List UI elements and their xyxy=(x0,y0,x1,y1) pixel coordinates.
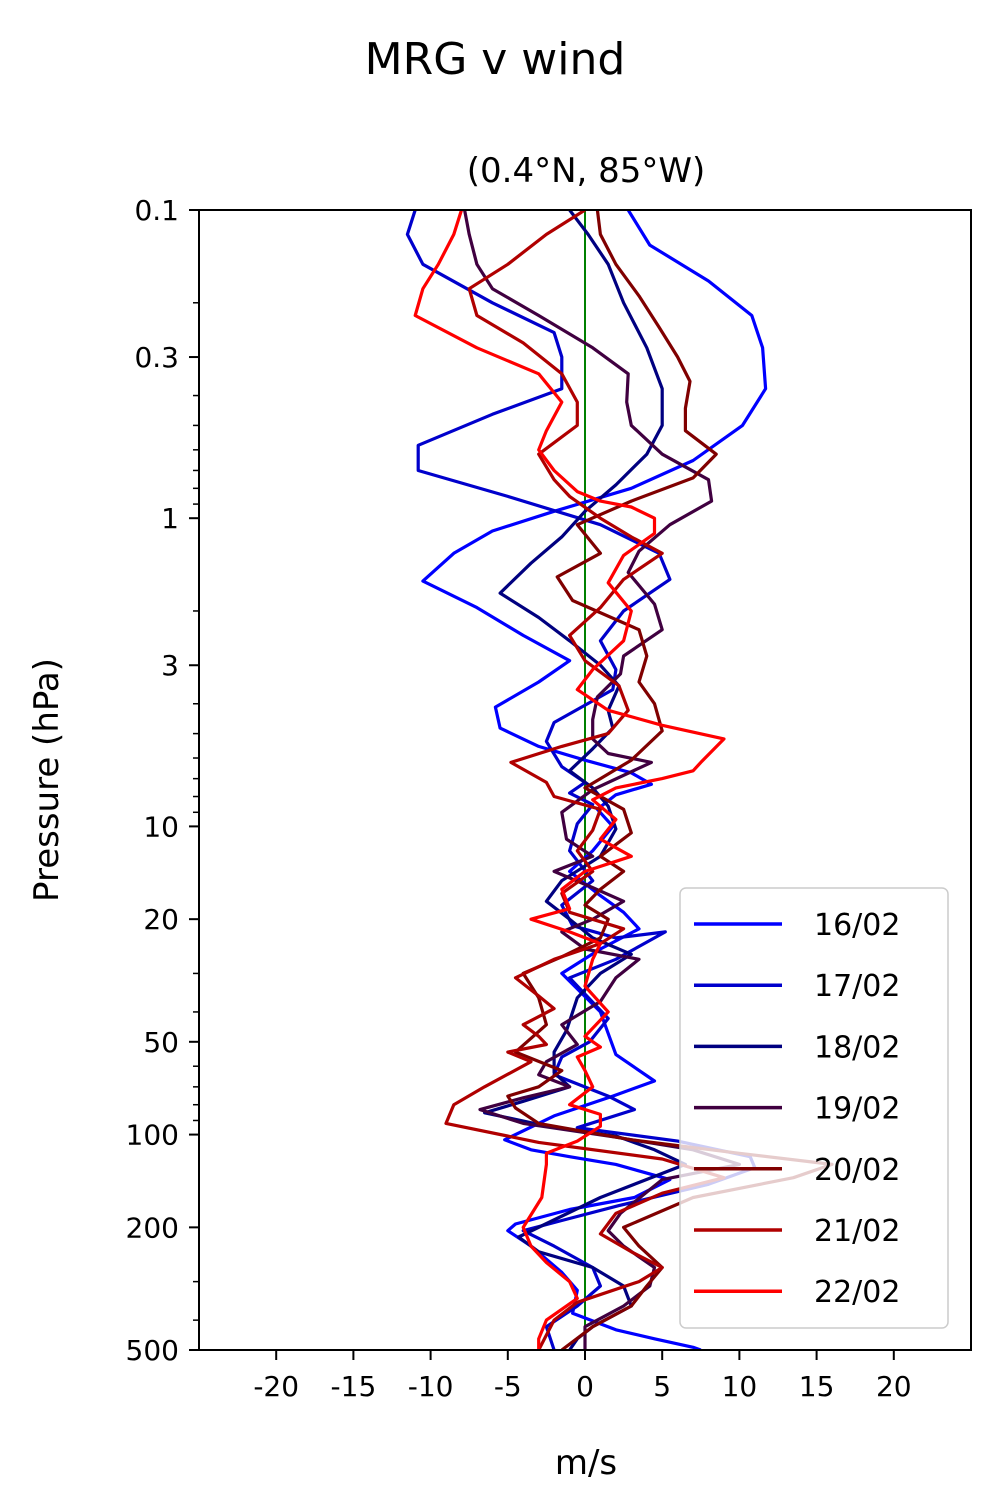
series-layer xyxy=(405,210,834,1350)
legend-label: 16/02 xyxy=(814,908,900,943)
legend-label: 19/02 xyxy=(814,1092,900,1127)
x-tick-label: -5 xyxy=(494,1370,522,1403)
y-tick-label: 1 xyxy=(161,502,179,535)
chart-title: (0.4°N, 85°W) xyxy=(467,151,706,191)
y-tick-label: 0.3 xyxy=(134,341,179,374)
x-tick-label: 15 xyxy=(799,1370,835,1403)
legend-label: 17/02 xyxy=(814,969,900,1004)
y-tick-label: 500 xyxy=(126,1334,179,1367)
x-tick-label: 5 xyxy=(653,1370,671,1403)
x-tick-label: -15 xyxy=(331,1370,377,1403)
x-tick-label: 0 xyxy=(576,1370,594,1403)
y-tick-label: 3 xyxy=(161,649,179,682)
x-tick-label: -20 xyxy=(253,1370,299,1403)
y-tick-label: 50 xyxy=(143,1026,179,1059)
legend: 16/02 17/02 18/02 19/02 20/02 21/02 22/02 xyxy=(679,887,949,1329)
legend-label: 22/02 xyxy=(814,1275,900,1310)
x-axis-label: m/s xyxy=(555,1443,617,1483)
legend-box xyxy=(679,887,949,1329)
x-tick-label: 20 xyxy=(876,1370,912,1403)
tick-layer: -20 -15 -10 -5 0 5 10 15 20 0.1 0.3 1 3 10 20 50 100 200 5… xyxy=(126,194,912,1403)
y-tick-label: 200 xyxy=(126,1211,179,1244)
series-line-18-02 xyxy=(483,210,688,1350)
legend-label: 18/02 xyxy=(814,1030,900,1065)
legend-label: 21/02 xyxy=(814,1214,900,1249)
y-tick-label: 10 xyxy=(143,810,179,843)
figure-title: MRG v wind xyxy=(365,34,626,85)
y-axis-label: Pressure (hPa) xyxy=(27,658,67,902)
y-tick-label: 20 xyxy=(143,903,179,936)
y-tick-label: 0.1 xyxy=(134,194,179,227)
series-line-22-02 xyxy=(413,210,726,1350)
x-tick-label: 10 xyxy=(722,1370,758,1403)
x-tick-label: -10 xyxy=(408,1370,454,1403)
legend-label: 20/02 xyxy=(814,1153,900,1188)
y-tick-label: 100 xyxy=(126,1119,179,1152)
